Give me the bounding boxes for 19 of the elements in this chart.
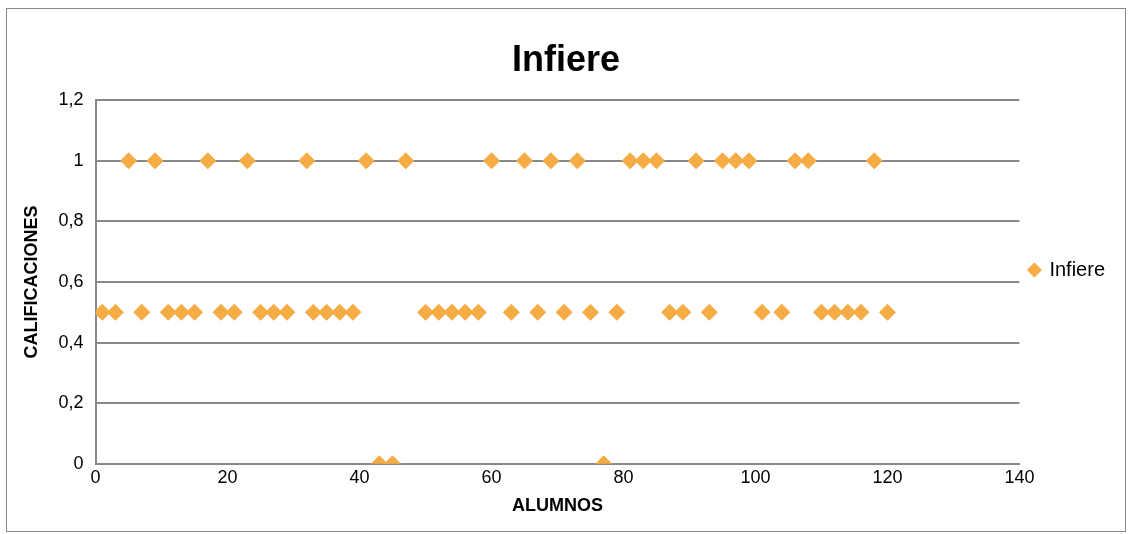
x-tick-label: 40 xyxy=(349,466,370,487)
x-tick-label: 80 xyxy=(613,466,634,487)
y-tick-label: 0,2 xyxy=(58,392,84,413)
y-tick-label: 0,6 xyxy=(58,270,84,291)
y-tick-label: 0,8 xyxy=(58,210,84,231)
y-tick-label: 1,2 xyxy=(58,89,84,110)
x-tick-label: 20 xyxy=(217,466,238,487)
x-tick-label: 120 xyxy=(872,466,903,487)
chart-title: Infiere xyxy=(511,37,621,79)
x-tick-label: 100 xyxy=(740,466,771,487)
y-tick-label: 0 xyxy=(73,452,84,473)
x-tick-label: 140 xyxy=(1004,466,1035,487)
legend-label: Infiere xyxy=(1049,257,1106,280)
y-axis-title: CALIFICACIONES xyxy=(20,205,41,359)
x-tick-label: 60 xyxy=(481,466,502,487)
y-tick-label: 0,4 xyxy=(58,331,84,352)
x-tick-label: 0 xyxy=(90,466,101,487)
x-axis-title: ALUMNOS xyxy=(512,495,604,516)
y-tick-label: 1 xyxy=(73,149,84,170)
